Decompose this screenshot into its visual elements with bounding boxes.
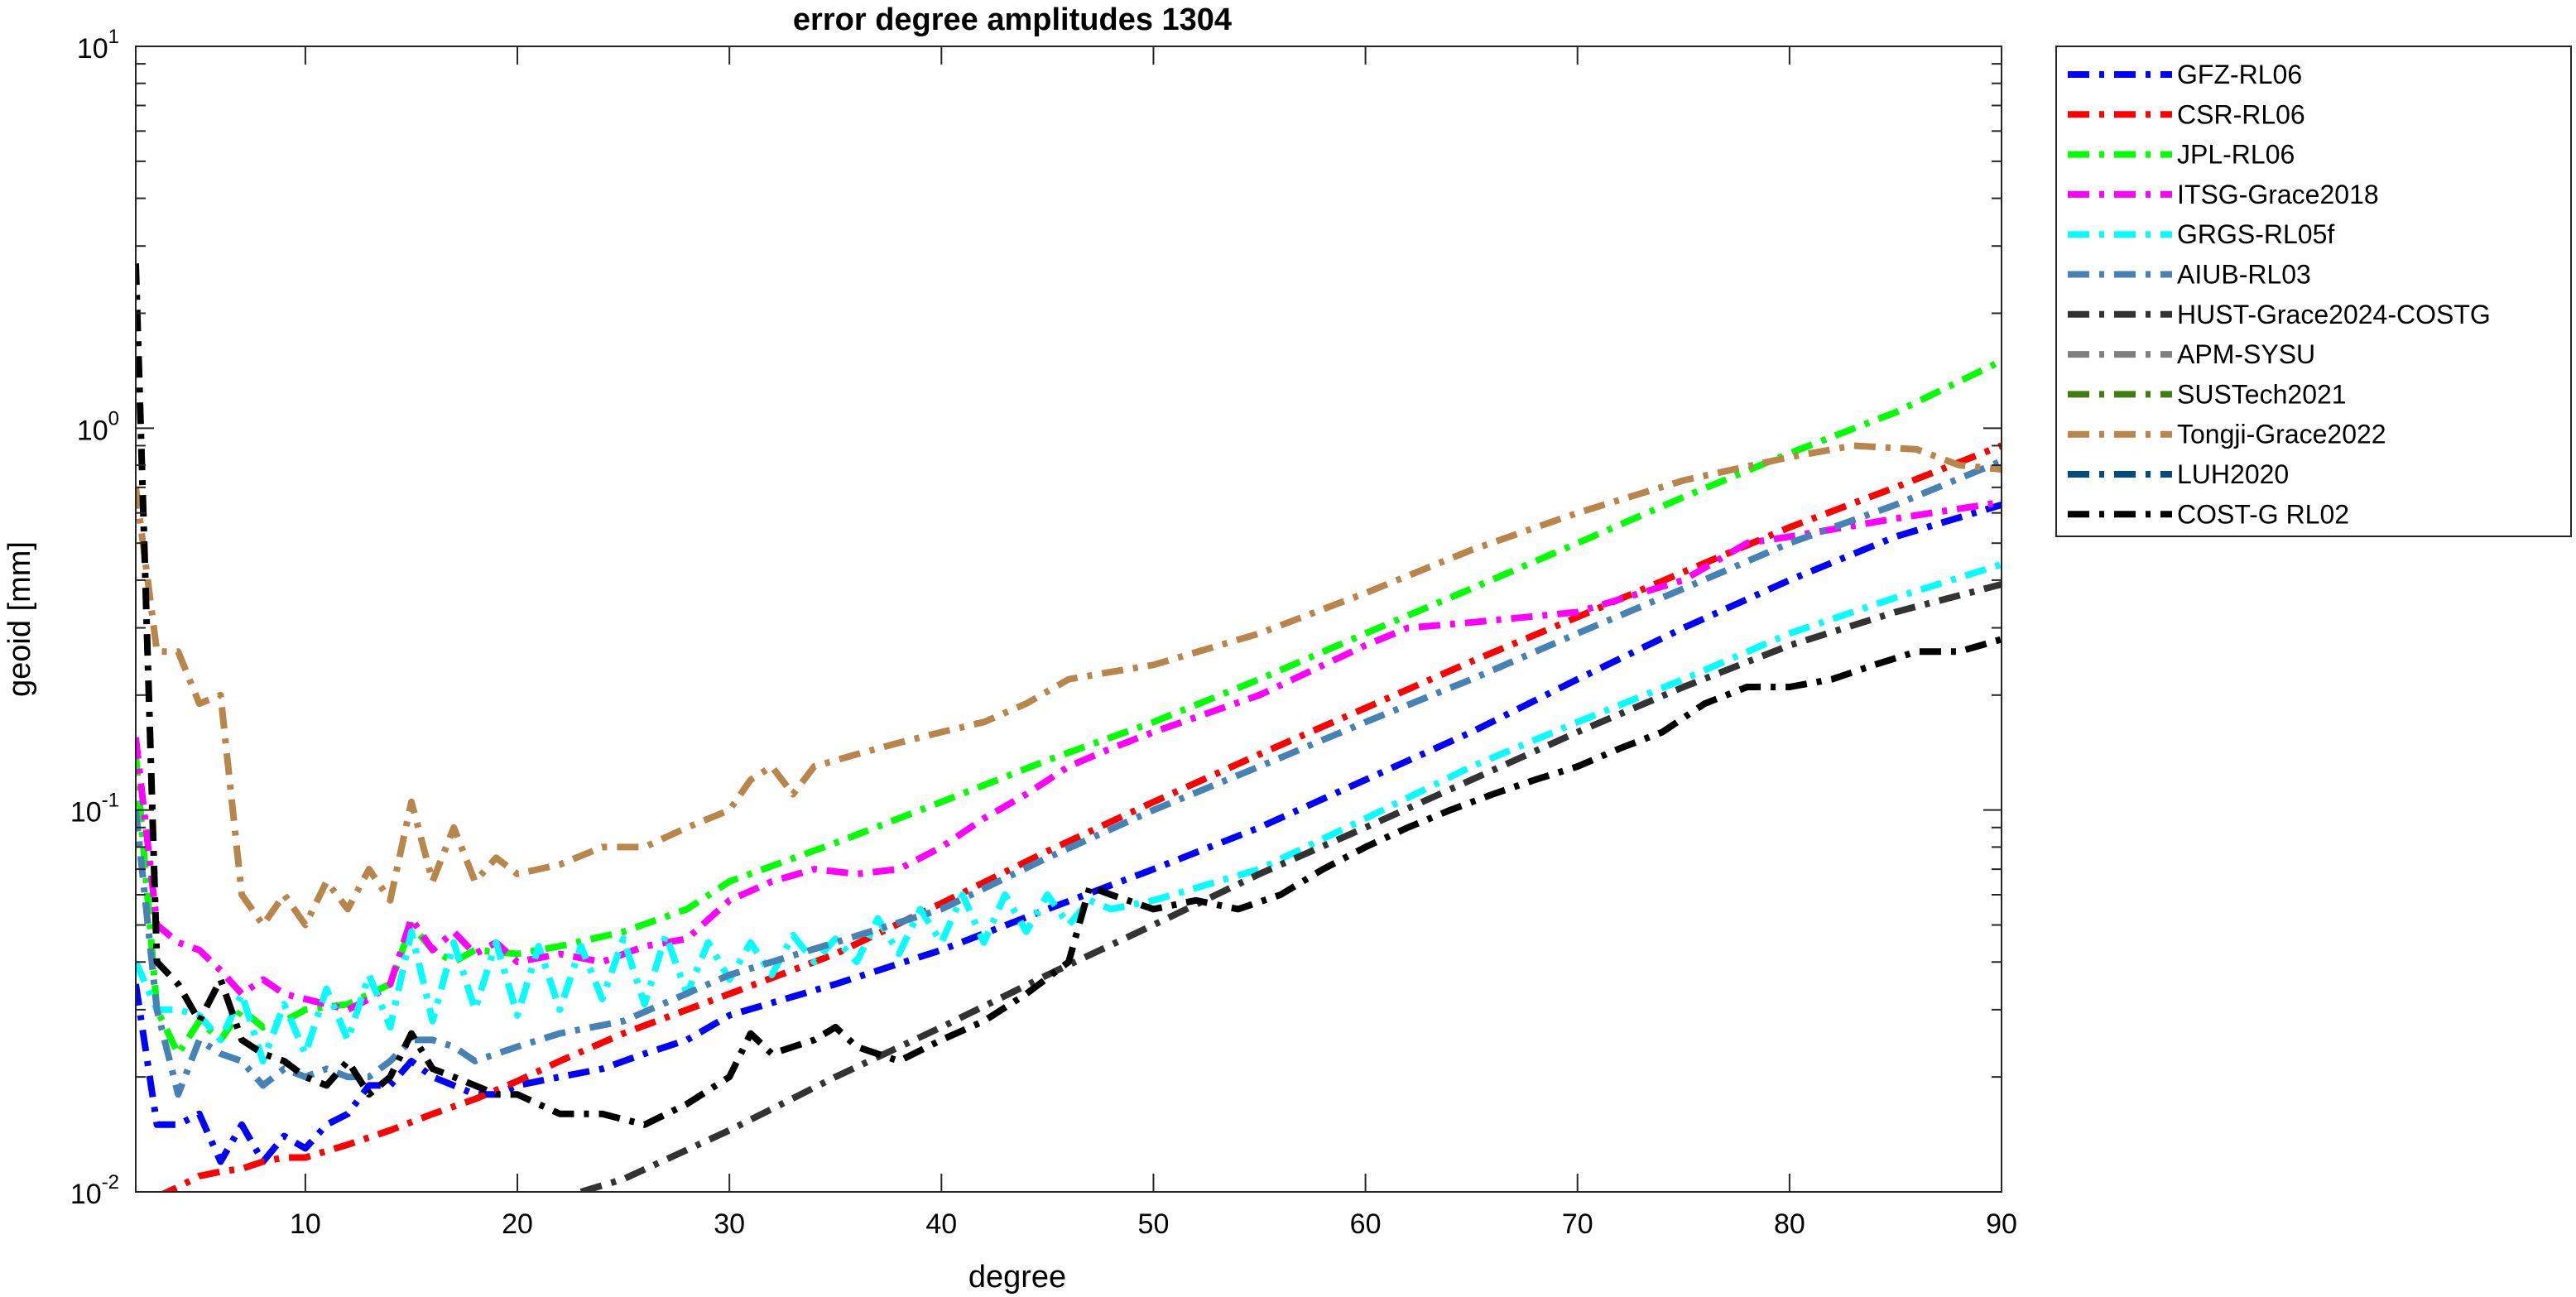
series-line-0 [136, 502, 2002, 1165]
legend-label-11: COST-G RL02 [2177, 499, 2349, 529]
legend-label-5: AIUB-RL03 [2177, 260, 2311, 290]
y-tick-label-1: 100 [77, 407, 119, 446]
legend-label-2: JPL-RL06 [2177, 140, 2295, 170]
series-line-1 [160, 442, 2002, 1192]
y-tick-label-0: 101 [77, 26, 119, 65]
series-line-11 [136, 263, 2002, 1128]
legend-label-0: GFZ-RL06 [2177, 60, 2302, 89]
series-line-2 [136, 358, 2002, 1058]
x-tick-label-8: 90 [1986, 1208, 2017, 1240]
y-axis-label: geoid [mm] [2, 541, 37, 697]
legend-label-1: CSR-RL06 [2177, 99, 2305, 129]
x-tick-label-1: 20 [502, 1208, 533, 1240]
y-tick-label-3: 10-2 [70, 1171, 119, 1210]
plot-frame [135, 46, 2002, 1193]
x-tick-label-6: 70 [1562, 1208, 1593, 1240]
legend-label-7: APM-SYSU [2177, 339, 2315, 369]
x-axis-label: degree [968, 1260, 1066, 1295]
series-line-3 [136, 498, 2002, 1013]
series-line-6 [579, 581, 2002, 1192]
legend-label-6: HUST-Grace2024-COSTG [2177, 300, 2491, 329]
x-tick-label-7: 80 [1774, 1208, 1805, 1240]
x-tick-label-5: 60 [1350, 1208, 1382, 1240]
legend-label-4: GRGS-RL05f [2177, 219, 2334, 249]
x-tick-label-2: 30 [714, 1208, 745, 1240]
series-line-5 [136, 458, 2002, 1098]
chart-title: error degree amplitudes 1304 [793, 2, 1232, 37]
legend-label-8: SUSTech2021 [2177, 379, 2347, 409]
legend-box [2055, 46, 2572, 537]
series-layer [136, 263, 2002, 1192]
x-tick-label-0: 10 [290, 1208, 321, 1240]
y-axis: 101 100 10-1 10-2 [70, 26, 2002, 1210]
legend: GFZ-RL06 CSR-RL06 JPL-RL06 ITSG-Grace2018 GR… [2055, 46, 2572, 537]
series-line-4 [136, 560, 2002, 1064]
legend-label-10: LUH2020 [2177, 459, 2289, 489]
legend-label-3: ITSG-Grace2018 [2177, 180, 2379, 209]
x-tick-label-4: 50 [1138, 1208, 1170, 1240]
x-tick-label-3: 40 [925, 1208, 957, 1240]
y-tick-label-2: 10-1 [70, 790, 119, 829]
series-line-9 [136, 442, 2002, 929]
x-axis: 10 20 30 40 50 60 70 80 90 [290, 46, 2017, 1240]
legend-label-9: Tongji-Grace2022 [2177, 420, 2386, 449]
